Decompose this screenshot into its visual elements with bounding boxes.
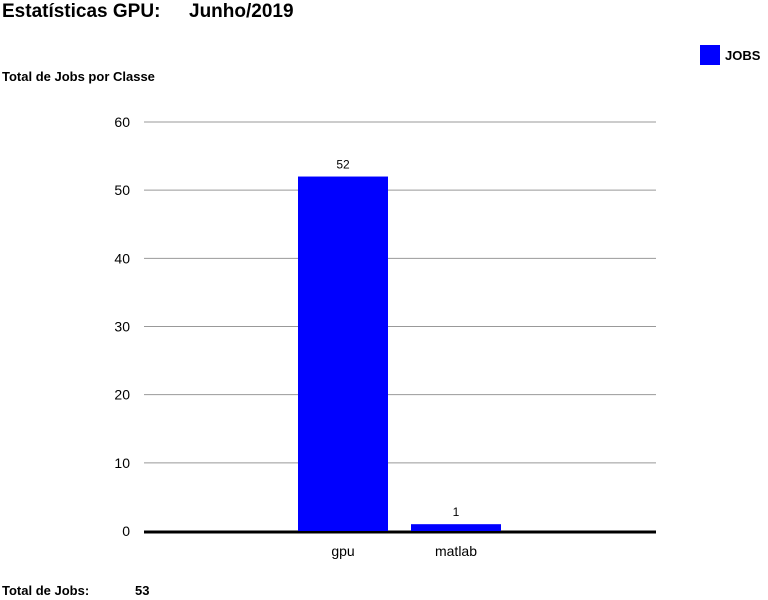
- data-label: 52: [336, 158, 350, 172]
- legend-swatch: [700, 45, 720, 65]
- x-tick-label: gpu: [331, 543, 354, 559]
- y-tick-label: 10: [114, 455, 130, 471]
- chart-title: Estatísticas GPU: Junho/2019: [2, 1, 294, 23]
- y-tick-label: 50: [114, 182, 130, 198]
- y-tick-label: 20: [114, 387, 130, 403]
- legend-label: JOBS: [725, 47, 761, 63]
- footer-label: Total de Jobs:: [2, 583, 90, 598]
- chart-subtitle: Total de Jobs por Classe: [2, 69, 155, 84]
- title-text: Estatísticas GPU:: [2, 1, 161, 22]
- title-period: Junho/2019: [189, 1, 294, 22]
- data-label: 1: [453, 505, 460, 519]
- footer-total: Total de Jobs: 53: [2, 583, 149, 598]
- bar-matlab: [411, 524, 501, 531]
- y-tick-label: 0: [122, 523, 130, 539]
- y-tick-label: 30: [114, 319, 130, 335]
- footer-total-value: 53: [135, 583, 150, 598]
- x-tick-label: matlab: [435, 543, 477, 559]
- chart-legend: JOBS: [700, 45, 760, 65]
- y-tick-label: 60: [114, 114, 130, 130]
- bar-gpu: [298, 176, 388, 532]
- y-tick-label: 40: [114, 250, 130, 266]
